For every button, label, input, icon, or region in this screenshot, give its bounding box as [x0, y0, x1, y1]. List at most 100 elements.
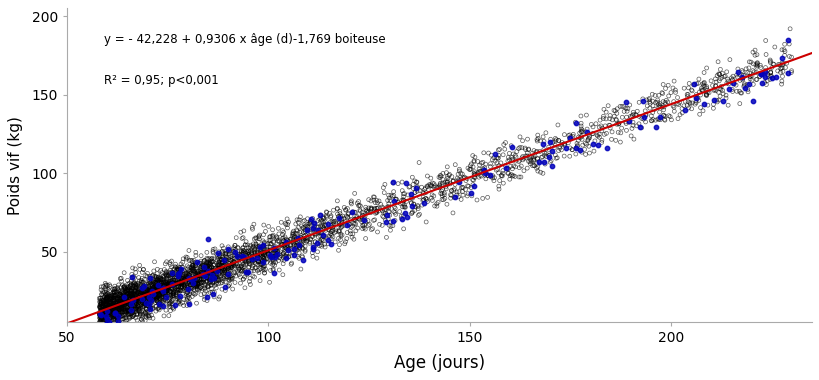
Point	[197, 270, 210, 276]
Point	[110, 289, 123, 295]
Point	[209, 275, 222, 281]
Point	[331, 216, 344, 222]
Point	[99, 284, 112, 290]
Point	[311, 217, 324, 223]
Point	[464, 185, 477, 191]
Point	[775, 59, 788, 65]
Point	[201, 269, 215, 275]
Point	[740, 87, 753, 93]
Point	[119, 285, 132, 291]
Point	[152, 307, 165, 313]
Point	[159, 292, 172, 298]
Point	[110, 315, 123, 321]
Point	[269, 248, 282, 254]
Point	[210, 260, 223, 266]
Point	[173, 297, 186, 303]
Point	[296, 236, 309, 242]
Point	[440, 179, 453, 185]
Point	[149, 287, 162, 293]
Point	[706, 87, 719, 93]
Point	[611, 121, 624, 127]
Point	[656, 81, 669, 87]
Point	[97, 309, 110, 315]
Point	[244, 268, 257, 274]
Point	[382, 205, 395, 211]
Point	[224, 257, 238, 263]
Point	[172, 290, 185, 296]
Point	[192, 272, 206, 278]
Point	[143, 305, 156, 311]
Point	[143, 275, 156, 281]
Point	[298, 248, 311, 254]
Point	[258, 250, 271, 256]
Point	[127, 312, 140, 318]
Point	[532, 159, 545, 165]
Point	[121, 321, 134, 327]
Point	[329, 227, 342, 233]
Point	[161, 283, 174, 290]
Point	[353, 207, 366, 213]
Point	[151, 271, 164, 277]
Point	[771, 62, 784, 68]
Point	[107, 300, 120, 306]
Point	[214, 273, 227, 279]
Point	[93, 304, 106, 310]
Point	[116, 302, 129, 309]
Point	[156, 285, 169, 291]
Point	[102, 327, 115, 333]
Point	[371, 205, 384, 211]
Point	[318, 244, 331, 250]
Point	[115, 306, 128, 312]
Point	[149, 282, 162, 288]
Point	[309, 231, 322, 237]
Point	[471, 170, 484, 176]
Point	[129, 269, 143, 275]
Point	[121, 308, 134, 314]
Point	[276, 251, 289, 257]
Point	[680, 91, 693, 97]
Point	[223, 256, 236, 263]
Point	[152, 288, 165, 294]
Point	[396, 197, 410, 203]
Point	[107, 300, 120, 306]
Point	[97, 309, 111, 315]
Point	[93, 315, 106, 321]
Point	[144, 282, 157, 288]
Point	[137, 294, 150, 301]
Point	[261, 251, 274, 257]
Point	[324, 232, 337, 238]
Point	[116, 314, 129, 320]
Point	[322, 226, 335, 233]
Point	[154, 284, 167, 290]
Point	[777, 48, 790, 54]
Point	[316, 215, 329, 221]
Point	[369, 209, 382, 215]
Point	[417, 200, 430, 206]
Point	[536, 154, 549, 160]
Point	[152, 282, 165, 288]
Point	[409, 185, 422, 192]
Point	[174, 278, 188, 284]
Point	[93, 308, 106, 314]
Point	[174, 266, 187, 272]
Point	[340, 236, 353, 242]
Point	[726, 81, 740, 87]
Point	[242, 258, 255, 264]
Point	[328, 239, 342, 245]
Point	[257, 267, 270, 273]
Point	[464, 161, 477, 167]
Point	[200, 294, 213, 300]
Point	[97, 318, 110, 325]
Point	[527, 147, 540, 154]
Point	[590, 133, 604, 139]
Point	[169, 280, 182, 287]
Point	[491, 183, 505, 189]
Point	[164, 270, 177, 276]
Point	[120, 290, 133, 296]
Point	[106, 306, 119, 312]
Point	[206, 255, 219, 261]
Point	[474, 173, 487, 179]
Point	[533, 169, 546, 175]
Point	[100, 309, 113, 315]
Point	[115, 302, 128, 308]
